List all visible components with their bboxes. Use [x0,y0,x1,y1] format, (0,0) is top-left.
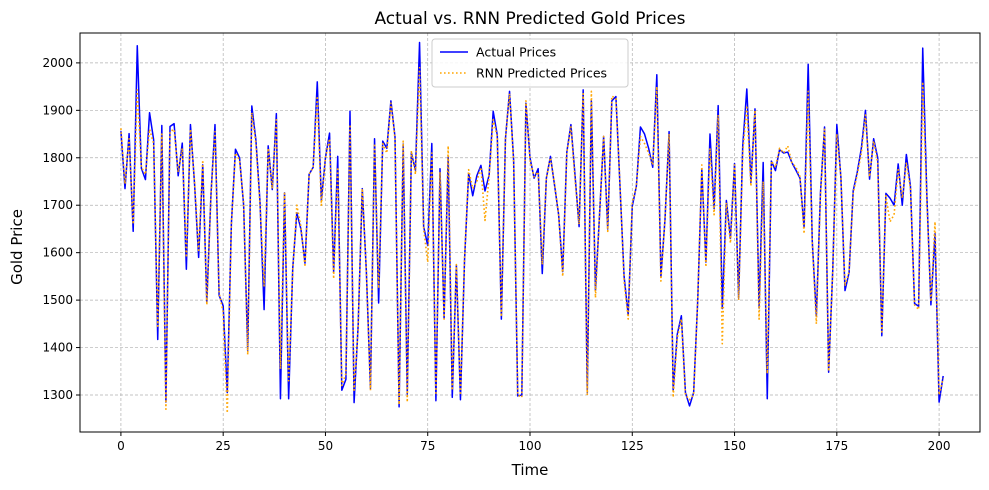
y-tick-label: 1800 [42,151,73,165]
y-axis-title: Gold Price [8,209,26,285]
legend-label: RNN Predicted Prices [476,66,607,81]
grid [80,33,980,432]
x-tick-label: 200 [928,439,951,453]
x-axis-title: Time [511,461,549,479]
x-tick-label: 50 [318,439,333,453]
y-tick-label: 1600 [42,246,73,260]
axis-ticks: 0 25 50 75 100 125 150 175 200 1300 1400 1500 1600 17… [42,56,950,453]
chart-title: Actual vs. RNN Predicted Gold Prices [374,9,685,29]
plot-area-frame [79,32,981,433]
x-tick-label: 175 [825,439,848,453]
x-tick-label: 75 [420,439,435,453]
x-tick-label: 25 [216,439,231,453]
y-tick-label: 1900 [42,103,73,117]
y-tick-label: 1500 [42,293,73,307]
legend-box [431,38,629,88]
y-tick-label: 1400 [42,341,73,355]
y-tick-label: 1300 [42,388,73,402]
y-tick-label: 1700 [42,198,73,212]
x-tick-label: 150 [723,439,746,453]
series-line-actual-prices [120,41,944,408]
y-tick-label: 2000 [42,56,73,70]
legend: Actual Prices RNN Predicted Prices [431,38,629,88]
series-line-rnn-predicted-prices [120,66,944,414]
series-lines [120,41,944,414]
x-tick-label: 0 [117,439,125,453]
x-tick-label: 100 [519,439,542,453]
legend-label: Actual Prices [476,45,556,60]
x-tick-label: 125 [621,439,644,453]
